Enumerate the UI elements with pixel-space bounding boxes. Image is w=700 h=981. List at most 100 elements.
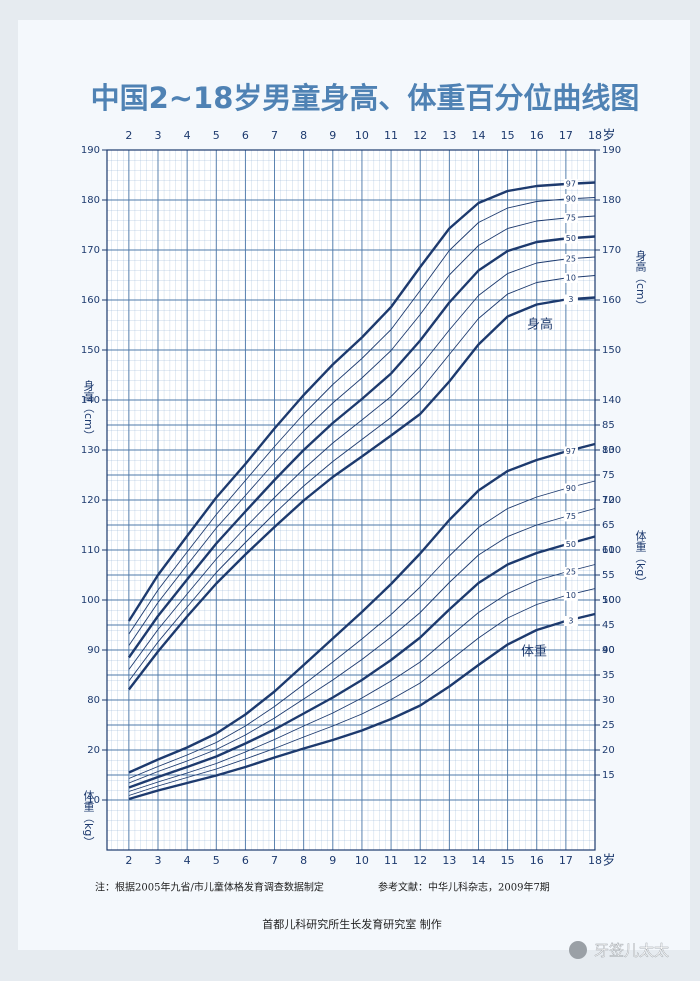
percentile-curve: [128, 612, 596, 801]
page-title: 中国2~18岁男童身高、体重百分位曲线图: [91, 81, 640, 115]
y-tick-label: 20: [87, 745, 100, 756]
series-label: 90: [566, 484, 576, 493]
series-label: 97: [566, 447, 576, 456]
label-background: [563, 213, 578, 223]
plot-frame: [106, 149, 596, 851]
note: 参考文献：中华儿科杂志，2009年7期: [378, 881, 550, 894]
x-tick-label: 8: [300, 129, 307, 142]
x-tick-label: 2: [125, 129, 132, 142]
x-tick-label: 9: [329, 854, 336, 867]
percentile-curve: [128, 256, 596, 670]
percentile-curve: [128, 197, 596, 635]
series-label: 25: [566, 255, 576, 264]
label-background: [563, 590, 578, 601]
percentile-curve: [128, 275, 596, 682]
percentile-curve: [128, 588, 596, 796]
y2-tick-label: 50: [602, 595, 615, 606]
label-background: [563, 567, 578, 577]
y2-tick-label: 25: [602, 720, 615, 731]
y2-tick-label: 90: [602, 645, 615, 656]
annotation: 身高: [527, 317, 553, 333]
watermark: 牙签儿太太: [594, 942, 669, 960]
x-tick-label: 3: [154, 129, 161, 142]
y2-tick-label: 120: [602, 495, 621, 506]
x-tick-label: 11: [384, 854, 398, 867]
x-tick-label: 5: [213, 129, 220, 142]
y2-tick-label: 75: [602, 470, 615, 481]
y2-tick-label: 110: [602, 545, 621, 556]
y2-tick-label: 190: [602, 145, 621, 156]
y-tick-label: 170: [81, 245, 100, 256]
label-background: [563, 446, 578, 457]
y-tick-label: 80: [87, 695, 100, 706]
x-axis-unit: 岁: [602, 129, 615, 144]
x-tick-label: 6: [242, 129, 249, 142]
x-tick-label: 15: [501, 129, 515, 142]
label-background: [563, 539, 578, 550]
y-tick-label: 180: [81, 195, 100, 206]
y2-tick-label: 20: [602, 745, 615, 756]
x-tick-label: 17: [559, 129, 573, 142]
y2-tick-label: 45: [602, 620, 615, 631]
x-axis-unit: 岁: [602, 854, 615, 869]
x-tick-label: 3: [154, 854, 161, 867]
y2-tick-label: 150: [602, 345, 621, 356]
x-tick-label: 11: [384, 129, 398, 142]
x-tick-label: 10: [355, 854, 369, 867]
y2-tick-label: 40: [602, 645, 615, 656]
y2-tick-label: 60: [602, 545, 615, 556]
y2-tick-label: 130: [602, 445, 621, 456]
y-axis-title: 身高（cm）: [82, 379, 95, 441]
label-background: [563, 254, 578, 264]
y2-tick-label: 30: [602, 695, 615, 706]
label-background: [563, 616, 578, 626]
series-label: 3: [568, 617, 573, 626]
y2-tick-label: 85: [602, 420, 615, 431]
y-tick-label: 160: [81, 295, 100, 306]
x-tick-label: 13: [442, 854, 456, 867]
y2-tick-label: 160: [602, 295, 621, 306]
x-tick-label: 7: [271, 129, 278, 142]
y-tick-label: 150: [81, 345, 100, 356]
y2-tick-label: 55: [602, 570, 615, 581]
y2-tick-label: 170: [602, 245, 621, 256]
y-tick-label: 90: [87, 645, 100, 656]
y2-tick-label: 70: [602, 495, 615, 506]
y-tick-label: 110: [81, 545, 100, 556]
y-tick-label: 130: [81, 445, 100, 456]
label-background: [563, 179, 578, 189]
x-tick-label: 12: [413, 854, 427, 867]
y-tick-label: 190: [81, 145, 100, 156]
series-label: 10: [566, 591, 576, 600]
y2-tick-label: 15: [602, 770, 615, 781]
series-label: 75: [566, 214, 576, 223]
x-tick-label: 17: [559, 854, 573, 867]
percentile-curve: [127, 296, 596, 691]
x-tick-label: 4: [184, 854, 191, 867]
label-background: [563, 483, 578, 494]
y2-tick-label: 65: [602, 520, 615, 531]
x-tick-label: 16: [530, 854, 544, 867]
label-background: [563, 233, 578, 244]
labels: 2233445566778899101011111212131314141515…: [81, 129, 621, 869]
curves: [127, 181, 596, 801]
x-tick-label: 10: [355, 129, 369, 142]
label-background: [563, 273, 578, 283]
percentile-curve: [128, 508, 596, 784]
percentile-curve: [128, 564, 596, 792]
y2-axis-title: 身高（cm）: [634, 249, 647, 311]
x-tick-label: 7: [271, 854, 278, 867]
y2-tick-label: 80: [602, 445, 615, 456]
x-tick-label: 14: [471, 854, 485, 867]
series-label: 75: [566, 512, 576, 521]
y2-tick-label: 100: [602, 595, 621, 606]
annotation: 体重: [521, 644, 547, 660]
series-label: 90: [566, 195, 576, 204]
x-tick-label: 4: [184, 129, 191, 142]
x-tick-label: 18: [588, 854, 602, 867]
y2-axis-title: 体重（kg）: [634, 529, 647, 588]
x-tick-label: 13: [442, 129, 456, 142]
grid: [102, 149, 600, 850]
x-tick-label: 12: [413, 129, 427, 142]
